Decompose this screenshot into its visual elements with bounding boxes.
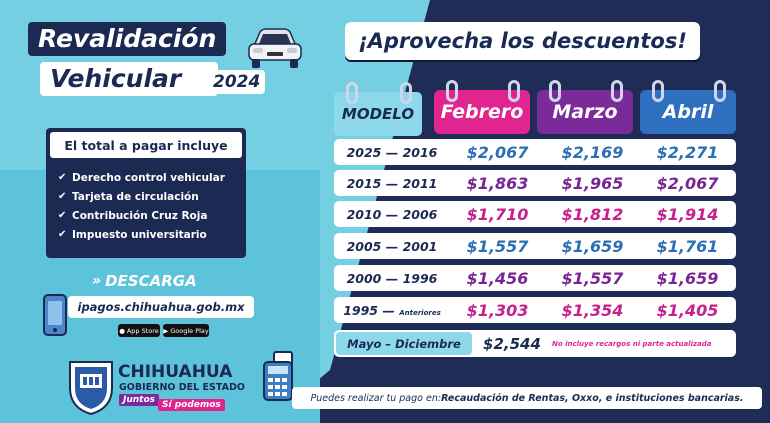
model-cell: 2015 — 2011 [346, 175, 438, 191]
includes-item: ✔ Impuesto universitario [58, 228, 207, 241]
includes-heading: El total a pagar incluye [50, 132, 242, 158]
model-cell: 2025 — 2016 [346, 144, 438, 160]
model-cell: 2005 — 2001 [346, 238, 438, 254]
price-cell: $1,659 [561, 236, 624, 256]
includes-item: ✔ Tarjeta de circulación [58, 190, 199, 203]
price-cell: $2,067 [656, 173, 719, 193]
price-cell: $1,659 [656, 268, 719, 288]
month-header-mar: Marzo [537, 80, 633, 134]
model-note: Anteriores [399, 308, 441, 317]
download-label: » DESCARGA [92, 272, 197, 290]
double-chevron-icon: » [92, 273, 102, 289]
googleplay-badge[interactable]: ▶ Google Play [163, 324, 209, 337]
model-cell: 2010 — 2006 [346, 206, 438, 222]
logo-slogan2: Sí podemos [158, 399, 225, 411]
logo-sub: GOBIERNO DEL ESTADO [119, 382, 245, 393]
check-icon: ✔ [58, 229, 67, 240]
price-cell: $1,557 [466, 236, 529, 256]
table-row: 2000 — 1996 $1,456 $1,557 $1,659 [334, 265, 736, 291]
download-url[interactable]: ipagos.chihuahua.gob.mx [68, 296, 254, 318]
logo-slogan1: Juntos [119, 394, 160, 406]
price-cell: $1,303 [466, 300, 529, 320]
price-cell: $1,812 [561, 204, 624, 224]
includes-item: ✔ Derecho control vehicular [58, 171, 225, 184]
table-row: 2010 — 2006 $1,710 $1,812 $1,914 [334, 201, 736, 227]
car-icon [244, 24, 306, 74]
price-cell: $1,456 [466, 268, 529, 288]
title-line2: Vehicular [40, 62, 218, 96]
title-year: 2024 [208, 70, 266, 94]
footer-bar: Puedes realizar tu pago en: Recaudación … [292, 387, 762, 409]
state-seal-icon [66, 358, 116, 416]
check-icon: ✔ [58, 172, 67, 183]
price-cell: $1,405 [656, 300, 719, 320]
price-cell: $2,067 [466, 142, 529, 162]
headline: ¡Aprovecha los descuentos! [345, 22, 700, 60]
may-dec-label: Mayo – Diciembre [336, 332, 472, 355]
table-row: 2025 — 2016 $2,067 $2,169 $2,271 [334, 139, 736, 165]
month-header-apr: Abril [640, 80, 736, 134]
includes-panel: El total a pagar incluye ✔ Derecho contro… [46, 128, 246, 258]
price-cell: $1,354 [561, 300, 624, 320]
model-cell: 1995 — Anteriores [343, 302, 441, 318]
price-cell: $1,914 [656, 204, 719, 224]
title-line1: Revalidación [28, 22, 227, 56]
price-cell: $1,710 [466, 204, 529, 224]
check-icon: ✔ [58, 210, 67, 221]
model-cell: 2000 — 1996 [346, 270, 438, 286]
price-cell: $1,557 [561, 268, 624, 288]
price-cell: $2,169 [561, 142, 624, 162]
check-icon: ✔ [58, 191, 67, 202]
includes-item: ✔ Contribución Cruz Roja [58, 209, 208, 222]
price-cell: $1,863 [466, 173, 529, 193]
may-dec-note: No incluye recargos ni parte actualizada [552, 339, 712, 348]
logo-name: CHIHUAHUA [118, 362, 233, 382]
table-row: 1995 — Anteriores $1,303 $1,354 $1,405 [334, 297, 736, 323]
phone-icon [40, 293, 70, 337]
footer-plain: Puedes realizar tu pago en: [310, 392, 442, 404]
may-dec-price: $2,544 [483, 334, 541, 353]
table-row: 2015 — 2011 $1,863 $1,965 $2,067 [334, 170, 736, 196]
table-row: 2005 — 2001 $1,557 $1,659 $1,761 [334, 233, 736, 259]
play-icon: ▶ [163, 326, 169, 335]
may-dec-row: Mayo – Diciembre $2,544 No incluye recar… [334, 330, 736, 357]
model-header: MODELO [334, 82, 422, 136]
apple-icon: ● [119, 326, 125, 335]
price-cell: $2,271 [656, 142, 719, 162]
price-cell: $1,965 [561, 173, 624, 193]
price-cell: $1,761 [656, 236, 719, 256]
appstore-badge[interactable]: ● App Store [118, 324, 160, 337]
payment-terminal-icon [258, 350, 300, 402]
month-header-feb: Febrero [434, 80, 530, 134]
footer-bold: Recaudación de Rentas, Oxxo, e instituci… [441, 392, 744, 404]
